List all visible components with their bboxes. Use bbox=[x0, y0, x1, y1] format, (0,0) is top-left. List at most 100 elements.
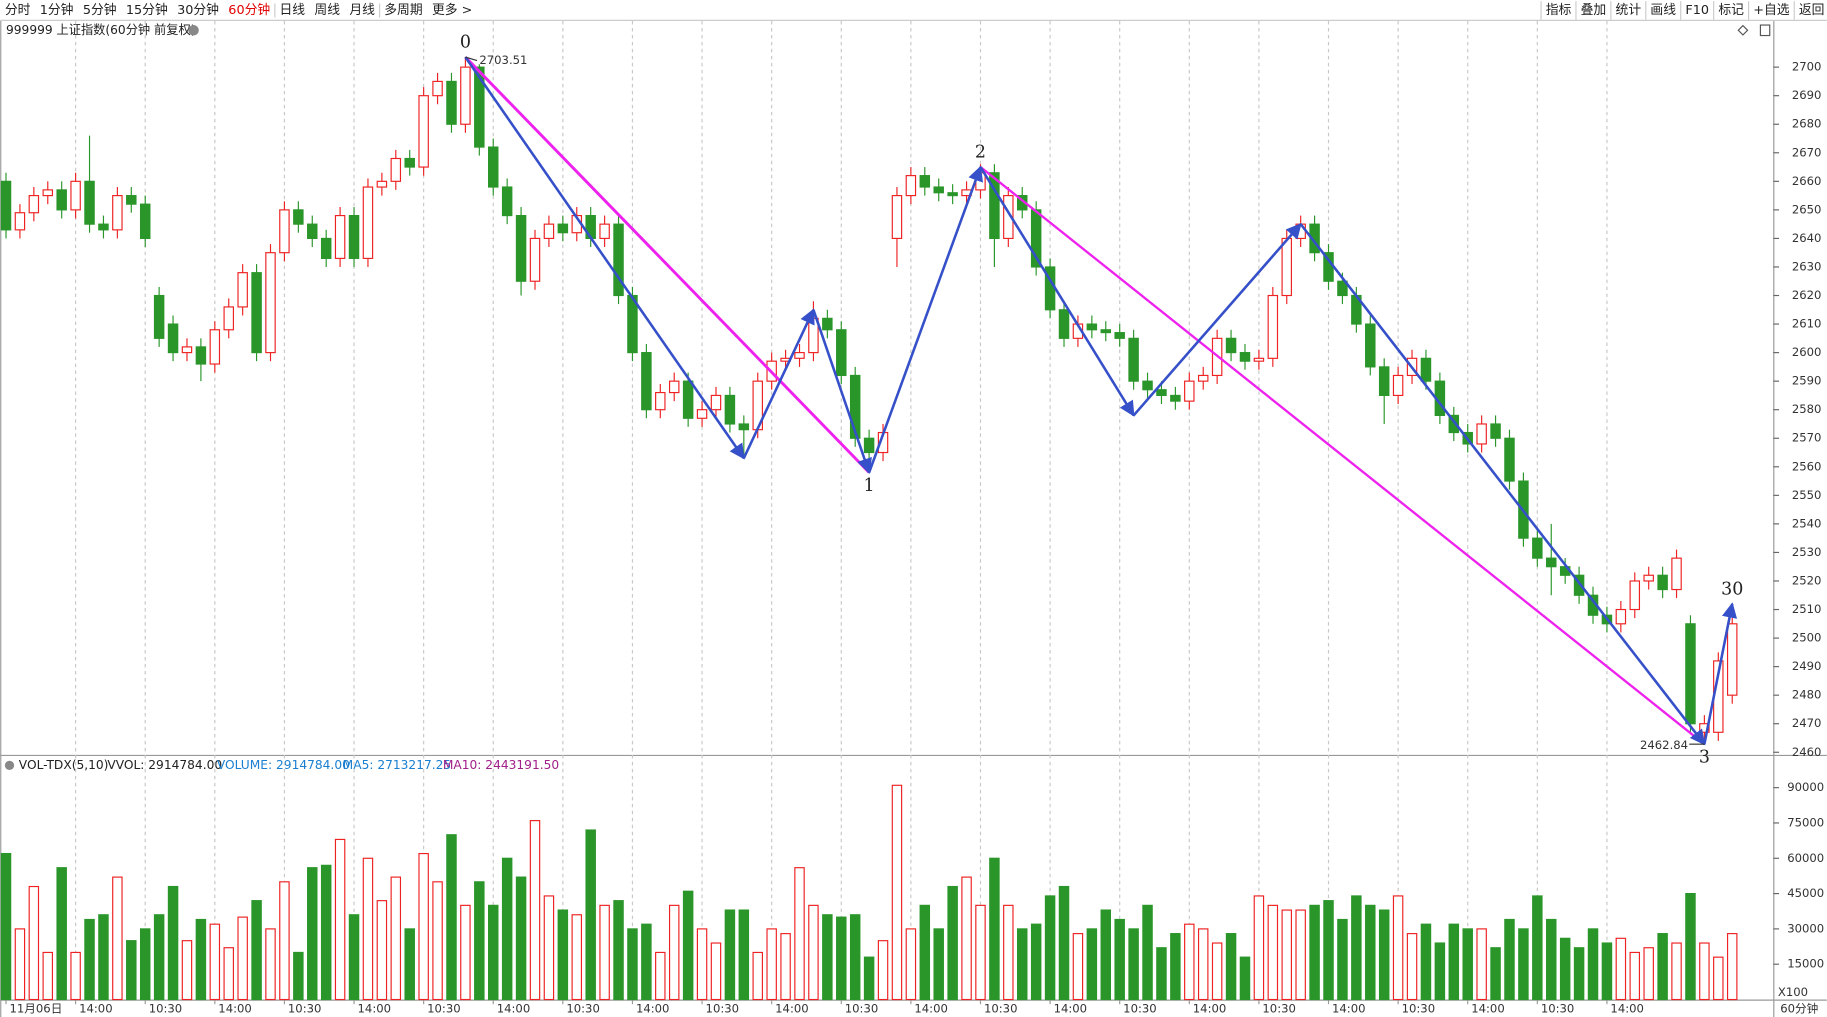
volume-bar bbox=[0, 852, 12, 1001]
volume-bar bbox=[70, 951, 81, 1001]
volume-bar bbox=[474, 881, 485, 1001]
volume-bar bbox=[1546, 918, 1557, 1001]
period-tab[interactable]: 更多 > bbox=[432, 3, 472, 18]
volume-bar bbox=[1490, 947, 1501, 1001]
x-tick-label: 14:00 bbox=[79, 1001, 113, 1015]
panel-icon[interactable] bbox=[1759, 24, 1771, 37]
volume-bar bbox=[543, 895, 555, 1001]
volume-bar bbox=[1072, 933, 1084, 1001]
tool-button[interactable]: 指标 bbox=[1546, 3, 1572, 18]
volume-bar bbox=[1713, 956, 1724, 1001]
candle-body bbox=[1086, 323, 1098, 331]
y-tick-label: 2610 bbox=[1792, 317, 1822, 331]
settings-dot[interactable] bbox=[4, 760, 15, 771]
diamond-icon[interactable] bbox=[1737, 24, 1749, 36]
candle-body bbox=[139, 203, 151, 240]
volume-bar bbox=[1295, 909, 1306, 1001]
candle-body bbox=[84, 180, 95, 225]
volume-bar bbox=[14, 928, 26, 1001]
volume-bar bbox=[1142, 904, 1153, 1001]
candle-body bbox=[1476, 423, 1487, 445]
candle-body bbox=[1267, 294, 1279, 359]
period-tab[interactable]: 5分钟 bbox=[83, 2, 117, 18]
candle-body bbox=[293, 209, 304, 225]
volume-bar bbox=[1587, 928, 1599, 1001]
wave-segment bbox=[979, 166, 1135, 417]
volume-bar bbox=[961, 876, 972, 1001]
period-tab[interactable]: 30分钟 bbox=[177, 2, 219, 18]
tool-button[interactable]: F10 bbox=[1685, 3, 1709, 18]
volume-bar bbox=[42, 951, 54, 1001]
tool-button[interactable]: 叠加 bbox=[1581, 3, 1607, 18]
volume-bar bbox=[849, 914, 861, 1001]
period-tab[interactable]: 周线 bbox=[314, 3, 340, 18]
tool-button[interactable]: 统计 bbox=[1616, 3, 1642, 18]
tool-button[interactable]: 画线 bbox=[1650, 3, 1676, 18]
tool-button[interactable]: +自选 bbox=[1753, 3, 1790, 18]
candle-body bbox=[1365, 323, 1376, 368]
tool-button[interactable]: 标记 bbox=[1718, 3, 1744, 18]
candle-body bbox=[724, 394, 736, 425]
volume-bar bbox=[139, 928, 151, 1001]
volume-bar bbox=[1128, 928, 1139, 1001]
volume-bar bbox=[668, 904, 680, 1001]
candle-body bbox=[1156, 389, 1167, 397]
volume-bar bbox=[738, 909, 750, 1001]
volume-bar bbox=[1184, 923, 1195, 1001]
volume-bar bbox=[1253, 895, 1265, 1001]
candle-body bbox=[279, 209, 290, 254]
wave-segment bbox=[1299, 223, 1706, 746]
volume-bar bbox=[1671, 942, 1682, 1001]
volume-bar bbox=[1601, 942, 1613, 1001]
period-tab[interactable]: 15分钟 bbox=[126, 2, 168, 18]
period-tab[interactable]: 分时 bbox=[5, 3, 31, 18]
volume-bar bbox=[1156, 947, 1167, 1001]
y-tick-label: 2670 bbox=[1792, 145, 1822, 159]
settings-dot[interactable] bbox=[188, 25, 199, 36]
volume-unit: X100 bbox=[1778, 985, 1808, 999]
y-tick-label: 2680 bbox=[1792, 117, 1822, 131]
volume-bar bbox=[334, 838, 346, 1001]
candle-body bbox=[501, 186, 513, 217]
candle-body bbox=[682, 380, 694, 419]
period-tab[interactable]: 1分钟 bbox=[40, 2, 74, 18]
y-tick-label: 2520 bbox=[1792, 573, 1822, 587]
candle-body bbox=[1378, 366, 1390, 397]
volume-bar bbox=[153, 914, 165, 1001]
ma10-label: MA10: 2443191.50 bbox=[443, 758, 559, 772]
period-tab[interactable]: 月线 bbox=[349, 3, 375, 18]
volume-bar bbox=[1365, 904, 1376, 1001]
candle-body bbox=[1490, 423, 1501, 439]
period-tab[interactable]: 多周期 bbox=[384, 3, 422, 18]
candle-body bbox=[390, 157, 402, 182]
candle-body bbox=[28, 195, 40, 214]
y-tick-label: 2480 bbox=[1792, 688, 1822, 702]
volume-bar bbox=[1323, 900, 1334, 1001]
candle-body bbox=[849, 374, 861, 439]
volume-label: VOLUME: 2914784.00 bbox=[217, 758, 350, 772]
candle-body bbox=[947, 192, 958, 197]
x-tick-label: 14:00 bbox=[1054, 1001, 1088, 1015]
volume-bar bbox=[724, 909, 736, 1001]
candle-body bbox=[181, 346, 193, 354]
wave-segment bbox=[464, 56, 745, 460]
trend-line bbox=[979, 166, 1706, 746]
candle-body bbox=[1629, 580, 1641, 611]
high-label: 2703.51 bbox=[479, 53, 527, 67]
tool-button[interactable]: 返回 bbox=[1799, 3, 1825, 18]
candle-body bbox=[655, 391, 666, 411]
x-tick-label: 10:30 bbox=[149, 1001, 183, 1015]
low-label: 2462.84 bbox=[1640, 738, 1688, 752]
volume-bar bbox=[1003, 904, 1014, 1001]
x-tick-label: 10:30 bbox=[1123, 1001, 1157, 1015]
wave-segment bbox=[1132, 222, 1302, 417]
volume-bar bbox=[1462, 928, 1473, 1001]
candle-body bbox=[209, 329, 221, 365]
period-tab[interactable]: 60分钟 bbox=[228, 2, 270, 18]
volume-bar bbox=[390, 876, 402, 1001]
candle-body bbox=[738, 423, 750, 431]
period-tab[interactable]: 日线 bbox=[280, 3, 306, 18]
volume-bar bbox=[1559, 937, 1571, 1001]
volume-bar bbox=[348, 914, 360, 1001]
